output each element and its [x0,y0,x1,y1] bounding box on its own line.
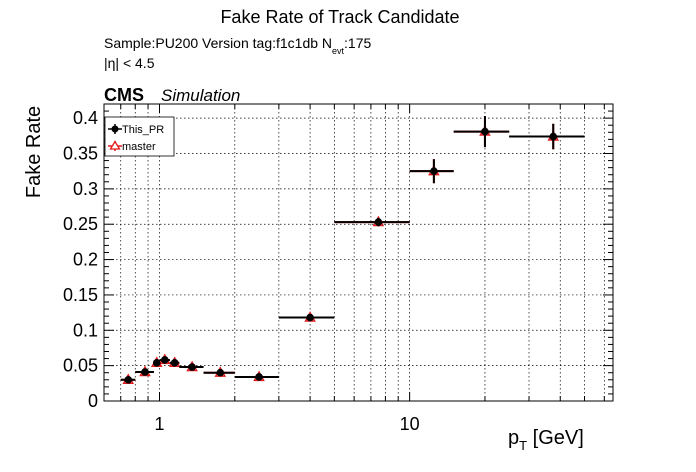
axis-ticks: 0 0.05 0.1 0.15 0.2 0.25 0.3 0.35 0.4 1 10 [63,103,613,434]
point-marker [160,356,169,364]
data-point [334,217,410,227]
legend-label-master: master [122,141,156,153]
y-tick-label: 0.05 [63,356,98,376]
data-point [179,363,204,371]
series-this-pr [120,116,585,384]
point-marker [306,313,314,322]
cms-label: CMS [104,85,144,105]
point-marker [430,167,438,175]
subtitle-sample-prefix: Sample:PU200 Version tag:f1c1db N [104,35,332,51]
series-master [120,116,585,384]
data-point [135,368,154,376]
legend-label-this-pr: This_PR [122,124,164,136]
subtitle-sample-sub: evt [332,46,345,56]
data-series [120,116,585,384]
y-tick-label: 0.4 [73,108,98,128]
point-marker [481,127,489,136]
y-tick-label: 0.35 [63,144,98,164]
x-axis-label-unit: [GeV] [527,427,584,449]
cms-simulation-label: Simulation [161,86,240,105]
data-point [453,116,510,148]
y-axis-label: Fake Rate [23,106,45,198]
data-point [152,359,161,367]
subtitle-sample-suffix: :175 [344,35,371,51]
y-tick-label: 0.2 [73,250,98,270]
data-point [278,313,335,322]
data-point [509,123,585,150]
legend-marker-master [109,140,121,150]
point-marker [170,359,179,367]
grid-lines [104,104,613,401]
x-tick-label: 1 [154,414,164,434]
legend-marker-this-pr [111,125,119,133]
data-point [203,368,235,377]
y-tick-label: 0.3 [73,179,98,199]
y-tick-label: 0 [88,391,98,411]
point-marker [255,373,263,381]
chart-title: Fake Rate of Track Candidate [220,7,459,27]
data-point [234,373,279,381]
point-marker [141,368,149,376]
data-point [120,375,136,384]
data-point [159,356,170,364]
x-axis-label-main: p [508,427,519,449]
legend: This_PR master [104,116,175,157]
y-tick-label: 0.1 [73,320,98,340]
x-tick-label: 10 [400,414,420,434]
data-point [169,359,180,367]
point-marker [188,363,196,371]
data-point [409,159,454,184]
chart-subtitle-sample: Sample:PU200 Version tag:f1c1db Nevt:175 [104,35,372,56]
y-tick-label: 0.15 [63,285,98,305]
point-marker [549,132,558,141]
point-marker [152,359,161,367]
point-marker [216,368,225,377]
point-marker [374,218,383,226]
point-marker [124,375,133,384]
x-axis-label-sub: T [519,438,527,453]
y-tick-label: 0.25 [63,214,98,234]
x-axis-label: pT [GeV] [508,427,584,453]
plot-frame [103,103,614,402]
chart-subtitle-eta: |η| < 4.5 [104,55,155,71]
